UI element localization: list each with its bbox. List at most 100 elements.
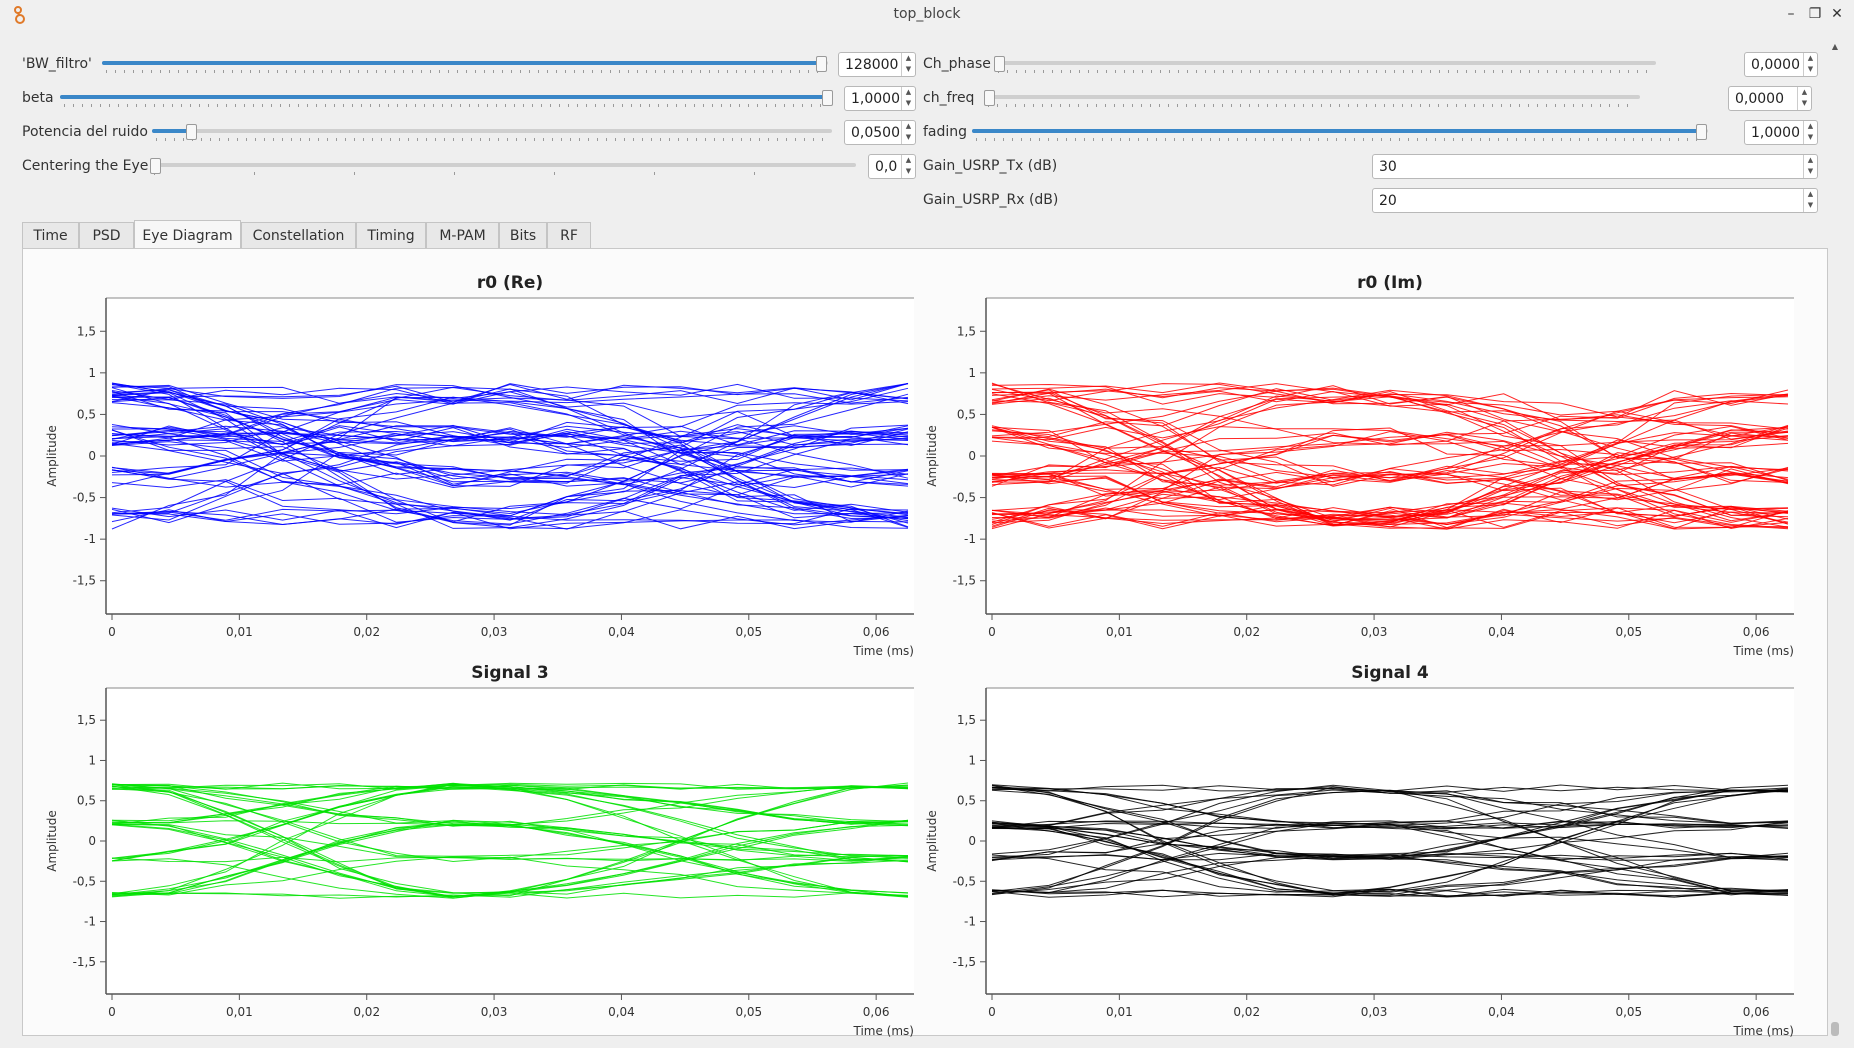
bw-filtro-slider-handle[interactable] — [816, 56, 827, 72]
y-tick-label: -1,5 — [953, 574, 976, 588]
spin-arrows-icon[interactable]: ▲ ▼ — [1797, 87, 1811, 110]
tab-psd[interactable]: PSD — [79, 222, 134, 249]
x-tick-label: 0,04 — [1488, 625, 1515, 639]
ch-freq-slider-handle[interactable] — [984, 90, 995, 106]
eye-trace — [111, 429, 909, 530]
maximize-button[interactable]: ❐ — [1808, 6, 1822, 22]
scrollbar-thumb[interactable] — [1831, 1022, 1839, 1036]
x-tick-label: 0,05 — [1615, 1005, 1642, 1019]
y-tick-label: 0,5 — [77, 407, 96, 421]
eye-trace — [111, 390, 909, 515]
x-tick-label: 0 — [108, 1005, 116, 1019]
gain-rx-label: Gain_USRP_Rx (dB) — [923, 192, 1059, 208]
tab-rf[interactable]: RF — [547, 222, 591, 249]
spin-arrows-icon[interactable]: ▲ ▼ — [1803, 189, 1817, 212]
ch-phase-value: 0,0000 — [1751, 57, 1800, 73]
tab-timing[interactable]: Timing — [356, 222, 426, 249]
y-tick-label: -0,5 — [73, 874, 96, 888]
beta-spinbox[interactable]: 1,0000 ▲ ▼ — [844, 86, 916, 111]
beta-slider[interactable] — [60, 88, 833, 110]
x-tick-label: 0 — [108, 625, 116, 639]
eye-trace — [991, 393, 1789, 526]
x-axis-label: Time (ms) — [1733, 1024, 1795, 1038]
minimize-button[interactable]: – — [1787, 6, 1795, 22]
ch-phase-spinbox[interactable]: 0,0000 ▲ ▼ — [1744, 52, 1818, 77]
beta-slider-handle[interactable] — [822, 90, 833, 106]
gain-tx-spinbox[interactable]: 30 ▲ ▼ — [1372, 154, 1818, 179]
x-tick-label: 0,02 — [1233, 1005, 1260, 1019]
eye-trace — [991, 824, 1789, 896]
eye-trace — [111, 383, 909, 440]
eye-trace — [111, 786, 909, 862]
gain-rx-spinbox[interactable]: 20 ▲ ▼ — [1372, 188, 1818, 213]
spin-arrows-icon[interactable]: ▲ ▼ — [901, 121, 915, 144]
centering-eye-slider[interactable] — [150, 156, 856, 178]
eye-trace — [111, 783, 909, 862]
eye-traces — [991, 784, 1789, 898]
y-tick-label: 1 — [968, 366, 976, 380]
eye-trace — [111, 785, 909, 897]
y-tick-label: -1 — [84, 915, 96, 929]
eye-trace — [111, 475, 909, 529]
eye-trace — [111, 786, 909, 897]
spin-arrows-icon[interactable]: ▲ ▼ — [1803, 53, 1817, 76]
x-tick-label: 0 — [988, 625, 996, 639]
gain-tx-label: Gain_USRP_Tx (dB) — [923, 158, 1058, 174]
potencia-ruido-slider-handle[interactable] — [186, 124, 197, 140]
plot-canvas — [986, 298, 1794, 614]
centering-eye-slider-handle[interactable] — [150, 158, 161, 174]
x-tick-label: 0,02 — [353, 1005, 380, 1019]
y-tick-label: 0 — [88, 834, 96, 848]
gain-tx-control: Gain_USRP_Tx (dB) 30 ▲ ▼ — [920, 154, 1820, 180]
y-tick-label: -0,5 — [953, 874, 976, 888]
y-tick-label: 1 — [968, 753, 976, 767]
ch-phase-slider-handle[interactable] — [994, 56, 1005, 72]
eye-trace — [111, 426, 909, 486]
eye-trace — [111, 388, 909, 518]
eye-trace — [111, 856, 909, 863]
spin-arrows-icon[interactable]: ▲ ▼ — [1803, 155, 1817, 178]
x-tick-label: 0,04 — [608, 1005, 635, 1019]
centering-eye-spinbox[interactable]: 0,0 ▲ ▼ — [868, 154, 916, 179]
fading-slider[interactable] — [972, 122, 1708, 144]
ch-phase-label: Ch_phase — [923, 56, 991, 72]
x-tick-label: 0,03 — [481, 1005, 508, 1019]
tab-m-pam[interactable]: M-PAM — [426, 222, 499, 249]
potencia-ruido-slider[interactable] — [152, 122, 832, 144]
y-tick-label: 1,5 — [957, 324, 976, 338]
eye-trace — [991, 388, 1789, 438]
vertical-scrollbar[interactable]: ▲ — [1828, 42, 1842, 1038]
bw-filtro-slider[interactable] — [102, 54, 828, 76]
scroll-up-icon[interactable]: ▲ — [1831, 42, 1839, 51]
tab-bits[interactable]: Bits — [499, 222, 547, 249]
x-tick-label: 0,04 — [1488, 1005, 1515, 1019]
spin-arrows-icon[interactable]: ▲ ▼ — [901, 155, 915, 178]
beta-value: 1,0000 — [851, 91, 900, 107]
eye-trace — [111, 785, 909, 896]
potencia-ruido-spinbox[interactable]: 0,0500 ▲ ▼ — [844, 120, 916, 145]
ch-freq-slider[interactable] — [984, 88, 1640, 110]
close-button[interactable]: ✕ — [1831, 6, 1843, 22]
gain-rx-value: 20 — [1379, 193, 1397, 209]
eye-trace — [991, 432, 1789, 510]
bw-filtro-spinbox[interactable]: 128000 ▲ ▼ — [838, 52, 916, 77]
eye-trace — [111, 383, 909, 521]
fading-value: 1,0000 — [1751, 125, 1800, 141]
beta-label: beta — [22, 90, 54, 106]
tab-eye-diagram[interactable]: Eye Diagram — [134, 220, 241, 249]
fading-spinbox[interactable]: 1,0000 ▲ ▼ — [1744, 120, 1818, 145]
spin-arrows-icon[interactable]: ▲ ▼ — [901, 53, 915, 76]
x-tick-label: 0,01 — [1106, 625, 1133, 639]
fading-slider-handle[interactable] — [1696, 124, 1707, 140]
x-tick-label: 0,03 — [1361, 1005, 1388, 1019]
spin-arrows-icon[interactable]: ▲ ▼ — [1803, 121, 1817, 144]
ch-phase-slider[interactable] — [994, 54, 1656, 76]
x-tick-label: 0,03 — [1361, 625, 1388, 639]
eye-trace — [111, 428, 909, 511]
y-tick-label: 0 — [968, 834, 976, 848]
tab-constellation[interactable]: Constellation — [241, 222, 356, 249]
ch-freq-spinbox[interactable]: 0,0000 ▲ ▼ — [1728, 86, 1812, 111]
centering-eye-control: Centering the Eye 0,0 ▲ ▼ — [0, 154, 920, 180]
tab-time[interactable]: Time — [22, 222, 79, 249]
spin-arrows-icon[interactable]: ▲ ▼ — [901, 87, 915, 110]
